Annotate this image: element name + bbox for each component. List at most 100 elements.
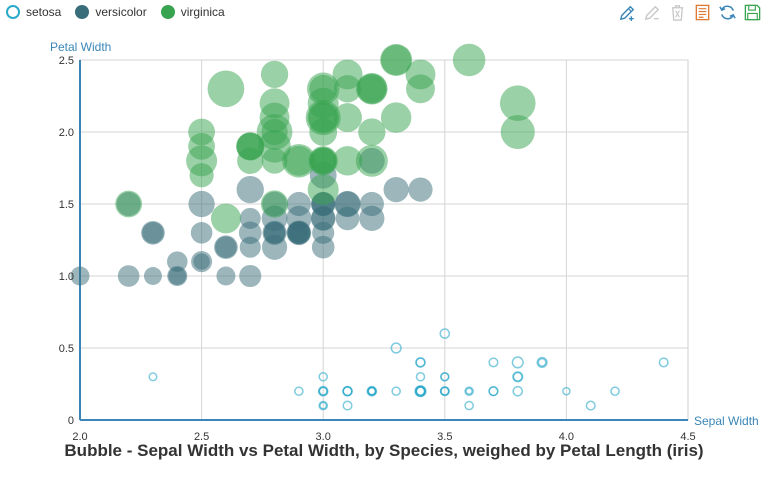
bubble-point-versicolor [70,266,90,286]
bubble-point-setosa [512,371,523,382]
bubble-point-versicolor [167,251,188,272]
restore-icon [719,5,736,20]
bubble-point-virginica [207,70,245,108]
bubble-point-virginica [355,144,388,177]
legend-label: versicolor [95,5,147,19]
chart-legend: setosa versicolor virginica [6,3,225,21]
bubble-point-virginica [259,88,290,119]
bubble-point-versicolor [359,191,384,217]
y-tick-label: 0.5 [59,343,74,355]
bubble-point-versicolor [286,191,311,217]
bubble-point-versicolor [167,265,188,287]
bubble-point-virginica [333,75,362,103]
bubble-point-virginica [452,43,486,77]
bubble-point-virginica [260,190,289,218]
legend-label: setosa [26,5,62,19]
bubble-point-virginica [115,190,143,218]
legend-swatch-icon [6,5,20,19]
bubble-point-setosa [319,401,328,410]
axis-labels: 2.0 2.5 3.0 3.5 4.0 4.5 0 0.5 1.0 1.5 2.0 2.5 Sepal … [50,40,759,443]
bubble-point-setosa [390,342,402,354]
bubble-point-setosa [464,386,474,396]
bubble-point-setosa [415,386,426,397]
series-setosa [148,328,669,411]
clear-marks-button[interactable] [668,3,687,22]
legend-item-setosa[interactable]: setosa [6,5,61,19]
restore-button[interactable] [718,3,737,22]
chart-title: Bubble - Sepal Width vs Petal Width, by … [64,441,704,460]
bubble-point-versicolor [334,191,361,217]
bubble-point-versicolor [141,220,165,245]
legend-label: virginica [180,5,225,19]
bubble-point-virginica [380,44,412,76]
x-tick-label: 3.0 [316,431,331,443]
bubble-point-setosa [367,386,377,396]
y-tick-label: 2.5 [59,55,74,67]
bubble-point-versicolor [143,267,162,285]
bubble-point-versicolor [190,222,213,244]
bubble-point-versicolor [238,221,262,245]
bubble-point-versicolor [193,253,210,270]
bubble-point-setosa [537,357,547,367]
bubble-point-setosa [391,386,401,396]
bubble-point-setosa [465,387,473,395]
bubble-point-versicolor [216,266,236,286]
bubble-point-virginica [307,174,339,206]
x-axis-title: Sepal Width [694,414,759,428]
bubble-point-versicolor [287,221,311,245]
bubble-point-virginica [406,74,435,104]
bubble-point-virginica [333,103,362,133]
bubble-point-setosa [342,400,353,411]
x-tick-label: 2.0 [72,431,87,443]
series-virginica [115,43,536,234]
bubble-point-setosa [440,372,450,382]
save-image-button[interactable] [743,3,762,22]
bubble-point-versicolor [188,190,215,218]
bubble-point-virginica [188,133,216,160]
bubble-point-versicolor [215,236,237,258]
y-axis-title: Petal Width [50,40,111,54]
y-tick-label: 2.0 [59,127,74,139]
data-view-icon [695,4,710,21]
x-tick-label: 4.0 [559,431,574,443]
bubble-point-setosa [415,372,426,382]
bubble-point-versicolor [383,176,409,203]
mark-pen-button[interactable] [618,3,637,22]
x-tick-label: 2.5 [194,431,209,443]
bubble-point-virginica [358,118,386,146]
bubble-point-setosa [658,357,669,368]
bubble-point-setosa [318,372,328,382]
bubble-point-setosa [562,386,571,396]
legend-item-versicolor[interactable]: versicolor [75,5,147,19]
bubble-point-virginica [258,130,291,163]
bubble-point-setosa [488,386,499,397]
mark-eraser-icon [644,5,660,21]
bubble-point-virginica [236,132,264,161]
bubble-point-virginica [356,73,388,105]
bubble-point-setosa [294,386,304,396]
bubble-point-setosa [414,385,427,398]
bubble-point-versicolor [263,221,286,244]
chart-axes [79,60,688,421]
y-tick-label: 1.5 [59,199,74,211]
bubble-point-virginica [309,147,337,175]
bubble-point-setosa [585,400,596,411]
bubble-point-setosa [464,400,474,411]
data-view-button[interactable] [693,3,712,22]
mark-eraser-button[interactable] [643,3,662,22]
x-tick-label: 3.5 [437,431,452,443]
bubble-point-versicolor [310,206,336,231]
save-image-icon [744,4,761,21]
legend-swatch-icon [75,5,90,19]
bubble-point-virginica [260,60,289,89]
bubble-point-setosa [318,386,328,396]
x-tick-label: 4.5 [680,431,695,443]
clear-marks-icon [671,5,684,21]
bubble-point-virginica [309,118,338,146]
bubble-point-setosa [148,372,158,382]
y-tick-label: 0 [68,415,74,427]
bubble-point-virginica [309,74,338,103]
legend-item-virginica[interactable]: virginica [160,5,225,19]
chart-toolbox [618,3,762,22]
